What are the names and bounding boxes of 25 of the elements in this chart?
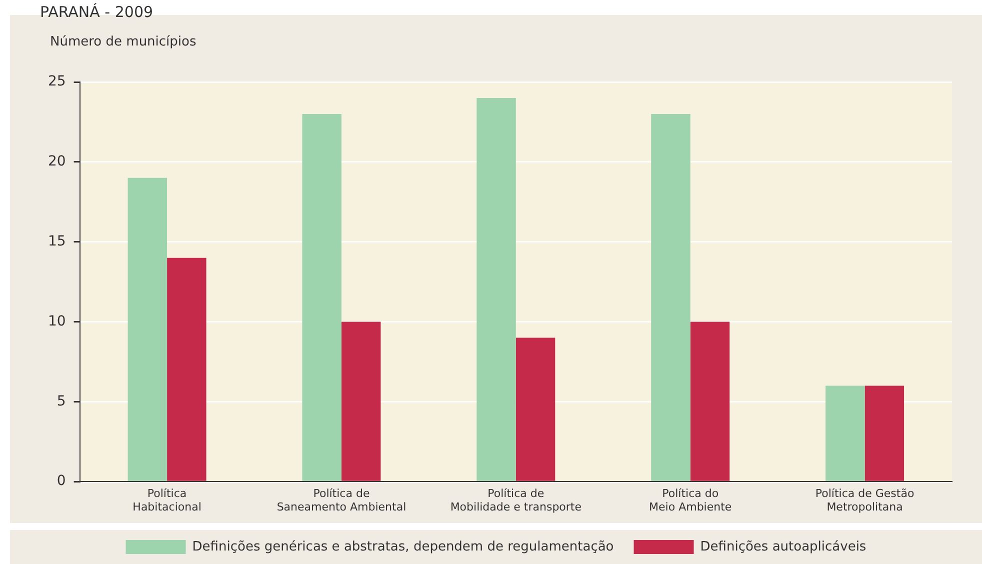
bar <box>826 386 865 481</box>
bar <box>341 322 381 481</box>
x-tick-label: Política do Meio Ambiente <box>649 487 732 514</box>
y-tick-label: 0 <box>56 473 66 490</box>
x-tick-label: Política de Mobilidade e transporte <box>450 487 582 514</box>
bar <box>302 114 342 481</box>
bar <box>690 322 730 481</box>
x-tick-label: Política de Saneamento Ambiental <box>276 487 406 514</box>
legend-label: Definições autoaplicáveis <box>700 539 866 554</box>
bar <box>864 386 904 481</box>
y-axis-title: Número de municípios <box>50 34 196 50</box>
legend-label: Definições genéricas e abstratas, dependem de regulamentação <box>192 539 614 554</box>
y-tick-label: 25 <box>48 74 66 90</box>
y-tick-label: 15 <box>48 233 66 250</box>
bar <box>516 338 556 481</box>
x-tick-label: Política Habitacional <box>132 487 202 514</box>
y-tick-label: 10 <box>48 313 66 330</box>
bar <box>476 98 516 481</box>
y-tick-label: 20 <box>48 154 66 170</box>
x-tick-label: Política de Gestão Metropolitana <box>815 487 914 514</box>
chart-title: PARANÁ - 2009 <box>40 2 154 21</box>
bar <box>167 258 206 481</box>
y-tick-label: 5 <box>56 393 66 410</box>
bar <box>651 114 690 481</box>
bar <box>128 178 168 481</box>
